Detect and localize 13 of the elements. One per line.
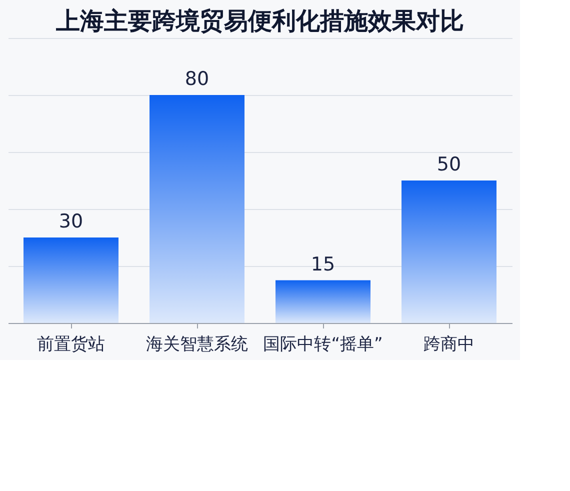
data-label: 50 bbox=[436, 154, 462, 176]
data-label: 15 bbox=[310, 253, 336, 276]
data-label: 80 bbox=[184, 68, 210, 90]
bar bbox=[276, 280, 370, 323]
x-tick-label: 国际中转“摇单” bbox=[263, 334, 383, 354]
x-tick-label: 跨商中 bbox=[424, 334, 474, 354]
bar bbox=[402, 180, 496, 323]
bar bbox=[24, 238, 118, 323]
chart-title: 上海主要跨境贸易便利化措施效果对比 bbox=[55, 7, 464, 35]
bar bbox=[150, 95, 244, 323]
x-tick-label: 海关智慧系统 bbox=[146, 334, 248, 354]
x-tick-label: 前置货站 bbox=[37, 334, 105, 354]
data-label: 30 bbox=[58, 210, 84, 232]
